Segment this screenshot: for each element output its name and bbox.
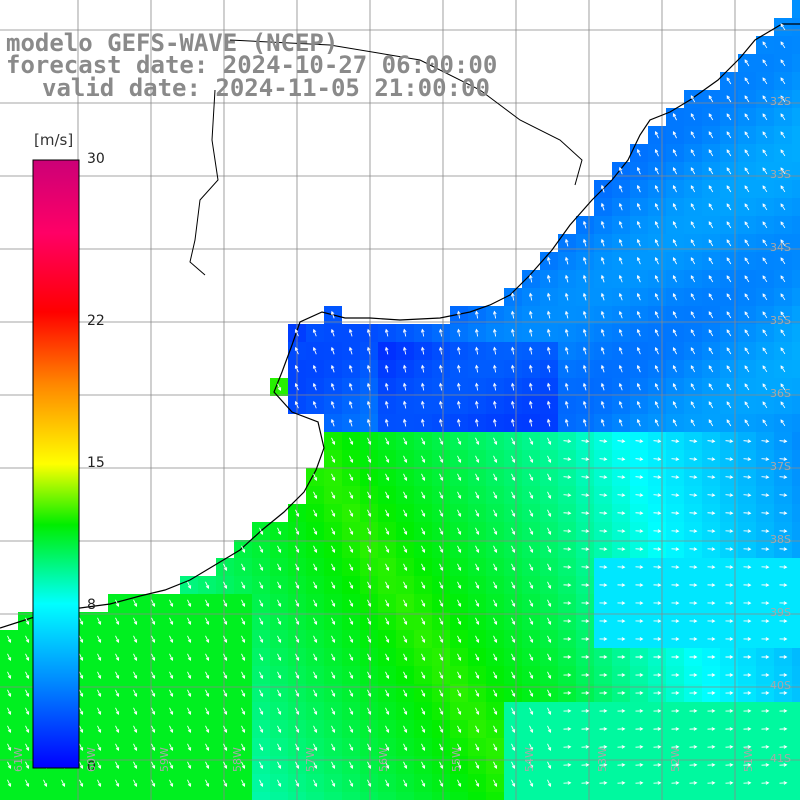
latitude-label: 40S (770, 679, 791, 692)
colorbar-tick-label: 30 (87, 151, 105, 167)
longitude-label: 55W (450, 747, 463, 772)
longitude-label: 51W (742, 747, 755, 772)
latitude-label: 41S (770, 752, 791, 765)
latitude-label: 35S (770, 314, 791, 327)
latitude-label: 32S (770, 95, 791, 108)
longitude-label: 58W (231, 747, 244, 772)
longitude-label: 56W (377, 747, 390, 772)
longitude-label: 61W (12, 747, 25, 772)
latitude-label: 36S (770, 387, 791, 400)
colorbar-tick-label: 0 (87, 759, 96, 775)
title-valid-date: valid date: 2024-11-05 21:00:00 (42, 74, 490, 102)
latitude-label: 39S (770, 606, 791, 619)
latitude-label: 37S (770, 460, 791, 473)
latitude-label: 38S (770, 533, 791, 546)
longitude-label: 60W (85, 747, 98, 772)
longitude-label: 53W (596, 747, 609, 772)
colorbar-tick-label: 15 (87, 455, 105, 471)
latitude-label: 33S (770, 168, 791, 181)
colorbar-tick-label: 22 (87, 313, 105, 330)
longitude-label: 57W (304, 747, 317, 772)
colorbar (32, 159, 80, 769)
latitude-label: 34S (770, 241, 791, 254)
colorbar-tick-label: 8 (87, 596, 96, 613)
longitude-label: 54W (523, 747, 536, 772)
longitude-label: 59W (158, 747, 171, 772)
longitude-label: 52W (669, 747, 682, 772)
title-model: modelo GEFS-WAVE (NCEP) (6, 29, 339, 57)
title-forecast-date: forecast date: 2024-10-27 06:00:00 (6, 51, 498, 79)
colorbar-unit: [m/s] (34, 131, 74, 149)
coastline (0, 23, 800, 629)
